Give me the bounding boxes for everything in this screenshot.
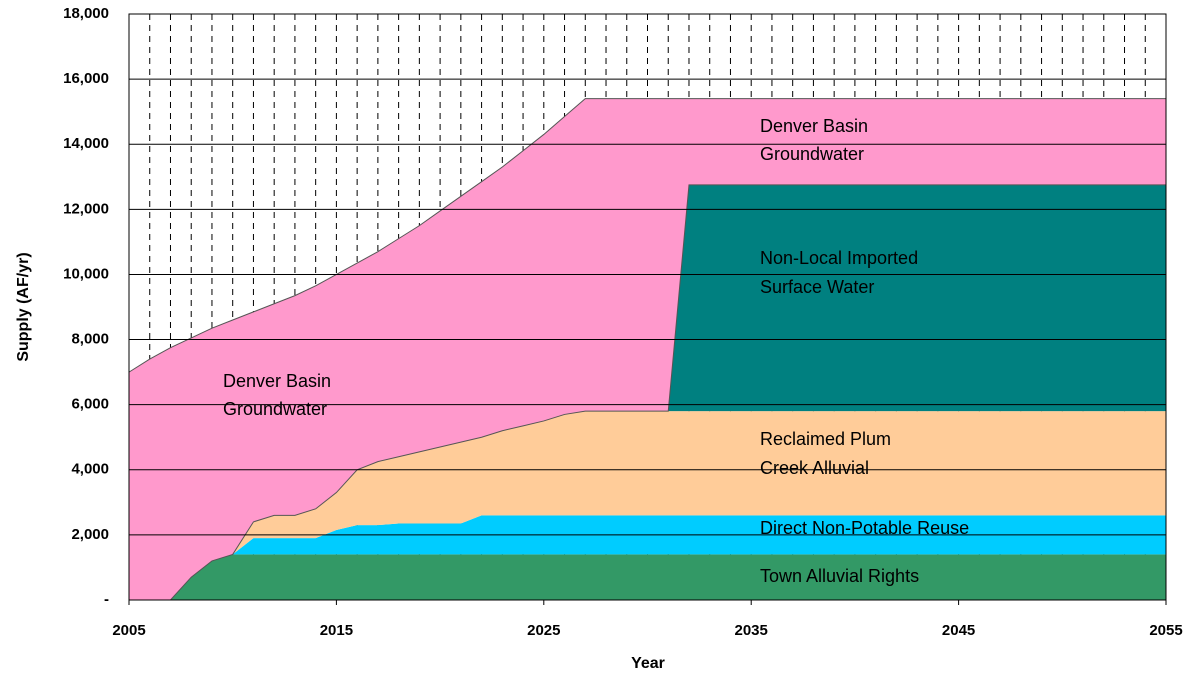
series-label: Groundwater (760, 144, 864, 164)
x-tick-label: 2005 (112, 622, 145, 639)
series-label: Creek Alluvial (760, 458, 869, 478)
hgrid-layer (128, 13, 1167, 605)
series-label: Direct Non-Potable Reuse (760, 518, 969, 538)
x-tick-label: 2055 (1149, 622, 1182, 639)
area-layer (128, 98, 1167, 601)
series-label: Reclaimed Plum (760, 429, 891, 449)
y-tick-label: 10,000 (63, 265, 109, 282)
y-tick-label: - (104, 591, 109, 608)
y-tick-label: 12,000 (63, 200, 109, 217)
y-tick-label: 18,000 (63, 5, 109, 22)
y-tick-label: 14,000 (63, 135, 109, 152)
x-tick-label: 2045 (942, 622, 975, 639)
area (129, 515, 1166, 600)
y-tick-label: 4,000 (71, 461, 109, 478)
annotation: Groundwater (223, 399, 327, 419)
y-tick-label: 8,000 (71, 331, 109, 348)
area (129, 184, 1166, 600)
x-tick-label: 2025 (527, 622, 560, 639)
series-label: Non-Local Imported (760, 248, 918, 268)
x-tick-label: 2035 (735, 622, 768, 639)
series-label: Town Alluvial Rights (760, 566, 919, 586)
y-tick-label: 6,000 (71, 396, 109, 413)
plot-frame (128, 13, 1167, 601)
y-axis-title: Supply (AF/yr) (15, 252, 32, 361)
area (129, 411, 1166, 600)
y-tick-label: 16,000 (63, 70, 109, 87)
series-label: Surface Water (760, 277, 874, 297)
x-axis-title: Year (631, 655, 665, 672)
y-tick-label: 2,000 (71, 526, 109, 543)
label-layer: - 2,000 4,000 6,000 8,000 10,000 12,000 14,000 1… (63, 5, 1183, 639)
annotation: Denver Basin (223, 371, 331, 391)
area (129, 554, 1166, 600)
series-label: Denver Basin (760, 116, 868, 136)
x-tick-label: 2015 (320, 622, 353, 639)
